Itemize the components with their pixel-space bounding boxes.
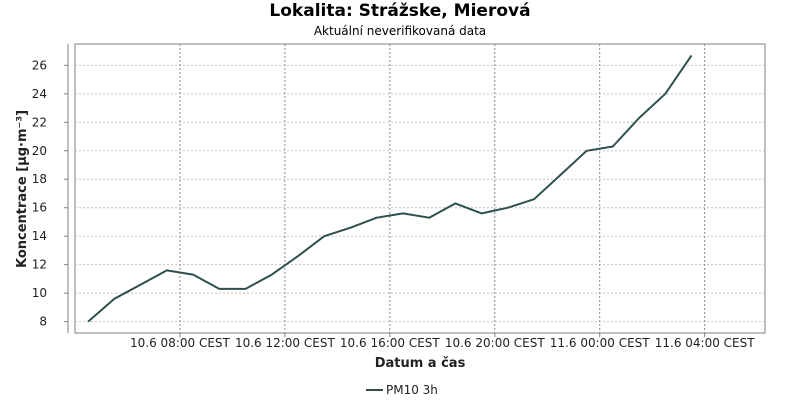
data-point	[664, 93, 666, 95]
data-point	[585, 150, 587, 152]
data-point	[87, 320, 89, 322]
data-point	[349, 226, 351, 228]
y-axis-title: Koncentrace [µg·m⁻³]	[15, 110, 30, 268]
data-point	[533, 198, 535, 200]
data-point	[612, 145, 614, 147]
x-tick-label: 10.6 08:00 CEST	[130, 336, 231, 350]
x-tick-label: 10.6 20:00 CEST	[445, 336, 546, 350]
data-point	[376, 216, 378, 218]
data-point	[402, 212, 404, 214]
series-line-pm10-3h	[87, 54, 693, 323]
data-point	[507, 207, 509, 209]
y-axis-ticks: 8 10 12 14 16 18 20 22 24 26	[32, 58, 68, 329]
plot-area	[74, 43, 766, 334]
y-tick-label: 16	[32, 201, 47, 215]
data-point	[192, 273, 194, 275]
data-point	[244, 288, 246, 290]
legend: PM10 3h	[366, 383, 438, 397]
y-tick-label: 14	[32, 229, 47, 243]
data-point	[218, 288, 220, 290]
chart-title: Lokalita: Strážske, Mierová	[269, 1, 531, 21]
y-tick-label: 24	[32, 87, 47, 101]
data-point	[638, 117, 640, 119]
y-tick-label: 26	[32, 58, 47, 72]
x-axis-title: Datum a čas	[375, 356, 466, 371]
x-axis-ticks: 10.6 08:00 CEST 10.6 12:00 CEST 10.6 16:00…	[130, 333, 755, 350]
y-tick-label: 18	[32, 172, 47, 186]
y-tick-label: 20	[32, 144, 47, 158]
data-point	[166, 269, 168, 271]
y-tick-label: 10	[32, 286, 47, 300]
legend-label: PM10 3h	[386, 383, 438, 397]
data-point	[323, 235, 325, 237]
x-tick-label: 11.6 04:00 CEST	[655, 336, 756, 350]
data-point	[690, 54, 692, 56]
x-tick-label: 10.6 16:00 CEST	[340, 336, 441, 350]
data-point	[480, 212, 482, 214]
x-tick-label: 11.6 00:00 CEST	[550, 336, 651, 350]
chart-subtitle: Aktuální neverifikovaná data	[313, 24, 487, 38]
data-point	[559, 174, 561, 176]
y-tick-label: 12	[32, 258, 47, 272]
series-layer	[87, 54, 693, 323]
data-point	[428, 216, 430, 218]
data-point	[139, 283, 141, 285]
x-tick-label: 10.6 12:00 CEST	[235, 336, 336, 350]
data-point	[113, 298, 115, 300]
x-gridlines	[179, 44, 706, 333]
data-point	[454, 202, 456, 204]
y-gridlines	[75, 64, 765, 323]
y-tick-label: 8	[39, 315, 47, 329]
data-point	[297, 255, 299, 257]
y-tick-label: 22	[32, 115, 47, 129]
data-point	[271, 273, 273, 275]
